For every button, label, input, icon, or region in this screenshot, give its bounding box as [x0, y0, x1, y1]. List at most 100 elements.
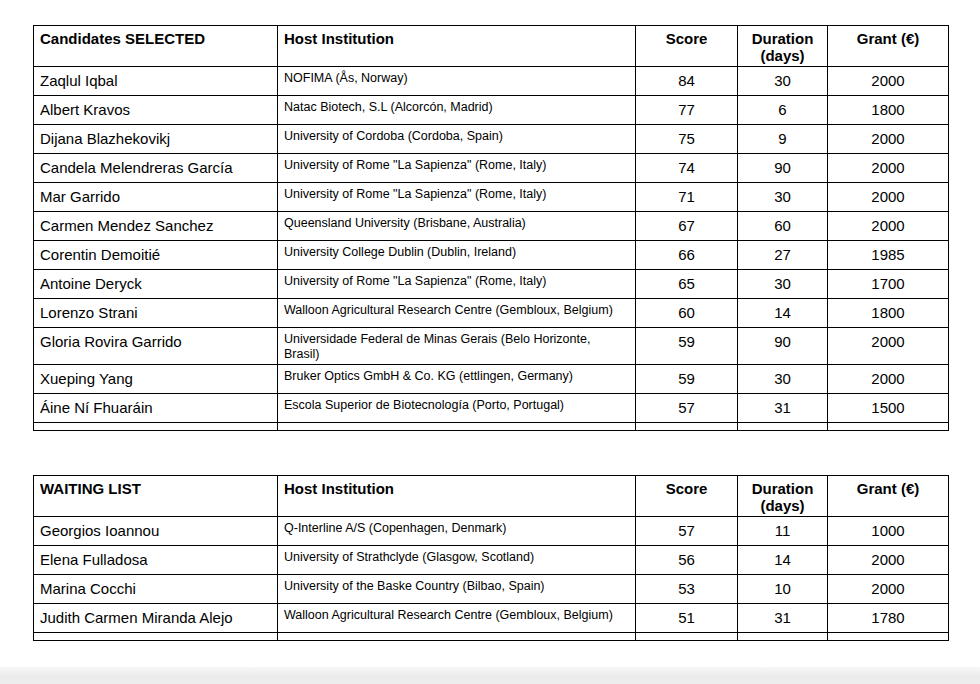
empty-cell	[34, 633, 278, 641]
column-header-duration-days: Duration (days)	[738, 476, 828, 517]
grant-cell: 1985	[828, 241, 949, 270]
grant-cell: 1800	[828, 299, 949, 328]
grant-cell: 1000	[828, 517, 949, 546]
candidate-name-cell: Corentin Demoitié	[34, 241, 278, 270]
grant-cell: 1800	[828, 96, 949, 125]
host-institution-cell: NOFIMA (Ås, Norway)	[278, 67, 636, 96]
host-institution-cell: Natac Biotech, S.L (Alcorcón, Madrid)	[278, 96, 636, 125]
candidate-name-cell: Marina Cocchi	[34, 575, 278, 604]
score-cell: 57	[636, 394, 738, 423]
host-institution-cell: Queensland University (Brisbane, Austral…	[278, 212, 636, 241]
candidate-name-cell: Mar Garrido	[34, 183, 278, 212]
score-cell: 67	[636, 212, 738, 241]
host-institution-cell: University College Dublin (Dublin, Irela…	[278, 241, 636, 270]
score-cell: 51	[636, 604, 738, 633]
empty-cell	[636, 633, 738, 641]
score-cell: 65	[636, 270, 738, 299]
duration-cell: 30	[738, 365, 828, 394]
grant-cell: 1500	[828, 394, 949, 423]
selected-candidates-table: Candidates SELECTED Host Institution Sco…	[33, 25, 949, 431]
score-cell: 84	[636, 67, 738, 96]
host-institution-cell: Universidade Federal de Minas Gerais (Be…	[278, 328, 636, 365]
grant-cell: 2000	[828, 183, 949, 212]
table-row: Marina CocchiUniversity of the Baske Cou…	[34, 575, 949, 604]
score-cell: 60	[636, 299, 738, 328]
host-institution-cell: University of Cordoba (Cordoba, Spain)	[278, 125, 636, 154]
selected-table-body: Zaqlul IqbalNOFIMA (Ås, Norway)84302000A…	[34, 67, 949, 423]
table-row: Carmen Mendez SanchezQueensland Universi…	[34, 212, 949, 241]
table-row: Judith Carmen Miranda AlejoWalloon Agric…	[34, 604, 949, 633]
duration-cell: 60	[738, 212, 828, 241]
table-row: Lorenzo StraniWalloon Agricultural Resea…	[34, 299, 949, 328]
grant-cell: 2000	[828, 154, 949, 183]
host-institution-cell: Escola Superior de Biotecnología (Porto,…	[278, 394, 636, 423]
duration-cell: 90	[738, 328, 828, 365]
candidate-name-cell: Gloria Rovira Garrido	[34, 328, 278, 365]
duration-cell: 30	[738, 67, 828, 96]
table-row: Elena FulladosaUniversity of Strathclyde…	[34, 546, 949, 575]
duration-cell: 11	[738, 517, 828, 546]
document-page: Candidates SELECTED Host Institution Sco…	[0, 25, 980, 641]
table-row: Antoine DeryckUniversity of Rome "La Sap…	[34, 270, 949, 299]
host-institution-cell: University of Strathclyde (Glasgow, Scot…	[278, 546, 636, 575]
table-row: Albert KravosNatac Biotech, S.L (Alcorcó…	[34, 96, 949, 125]
empty-cell	[738, 423, 828, 431]
score-cell: 74	[636, 154, 738, 183]
candidate-name-cell: Xueping Yang	[34, 365, 278, 394]
empty-stub-row	[34, 423, 949, 431]
empty-cell	[828, 423, 949, 431]
duration-cell: 31	[738, 394, 828, 423]
candidate-name-cell: Zaqlul Iqbal	[34, 67, 278, 96]
score-cell: 56	[636, 546, 738, 575]
column-header-grant-eur: Grant (€)	[828, 476, 949, 517]
selected-table-header-row: Candidates SELECTED Host Institution Sco…	[34, 26, 949, 67]
column-header-host-institution: Host Institution	[278, 476, 636, 517]
candidate-name-cell: Elena Fulladosa	[34, 546, 278, 575]
host-institution-cell: University of Rome "La Sapienza" (Rome, …	[278, 270, 636, 299]
score-cell: 57	[636, 517, 738, 546]
column-header-host-institution: Host Institution	[278, 26, 636, 67]
empty-cell	[738, 633, 828, 641]
duration-cell: 30	[738, 270, 828, 299]
duration-cell: 30	[738, 183, 828, 212]
candidate-name-cell: Lorenzo Strani	[34, 299, 278, 328]
empty-cell	[34, 423, 278, 431]
candidate-name-cell: Candela Melendreras García	[34, 154, 278, 183]
column-header-score: Score	[636, 26, 738, 67]
host-institution-cell: University of Rome "La Sapienza" (Rome, …	[278, 183, 636, 212]
column-header-candidates-selected: Candidates SELECTED	[34, 26, 278, 67]
duration-cell: 9	[738, 125, 828, 154]
score-cell: 77	[636, 96, 738, 125]
table-row: Zaqlul IqbalNOFIMA (Ås, Norway)84302000	[34, 67, 949, 96]
host-institution-cell: University of Rome "La Sapienza" (Rome, …	[278, 154, 636, 183]
score-cell: 59	[636, 365, 738, 394]
duration-cell: 10	[738, 575, 828, 604]
table-row: Georgios IoannouQ-Interline A/S (Copenha…	[34, 517, 949, 546]
host-institution-cell: University of the Baske Country (Bilbao,…	[278, 575, 636, 604]
empty-cell	[278, 633, 636, 641]
candidate-name-cell: Áine Ní Fhuaráin	[34, 394, 278, 423]
duration-cell: 14	[738, 299, 828, 328]
duration-cell: 14	[738, 546, 828, 575]
candidate-name-cell: Carmen Mendez Sanchez	[34, 212, 278, 241]
host-institution-cell: Q-Interline A/S (Copenhagen, Denmark)	[278, 517, 636, 546]
column-header-grant-eur: Grant (€)	[828, 26, 949, 67]
host-institution-cell: Walloon Agricultural Research Centre (Ge…	[278, 604, 636, 633]
duration-cell: 27	[738, 241, 828, 270]
candidate-name-cell: Albert Kravos	[34, 96, 278, 125]
candidate-name-cell: Dijana Blazhekovikj	[34, 125, 278, 154]
candidate-name-cell: Antoine Deryck	[34, 270, 278, 299]
score-cell: 66	[636, 241, 738, 270]
empty-cell	[278, 423, 636, 431]
grant-cell: 2000	[828, 575, 949, 604]
grant-cell: 1700	[828, 270, 949, 299]
waiting-list-table: WAITING LIST Host Institution Score Dura…	[33, 475, 949, 641]
grant-cell: 2000	[828, 328, 949, 365]
score-cell: 71	[636, 183, 738, 212]
grant-cell: 2000	[828, 212, 949, 241]
score-cell: 59	[636, 328, 738, 365]
table-row: Gloria Rovira GarridoUniversidade Federa…	[34, 328, 949, 365]
host-institution-cell: Bruker Optics GmbH & Co. KG (ettlingen, …	[278, 365, 636, 394]
empty-stub-row	[34, 633, 949, 641]
grant-cell: 1780	[828, 604, 949, 633]
